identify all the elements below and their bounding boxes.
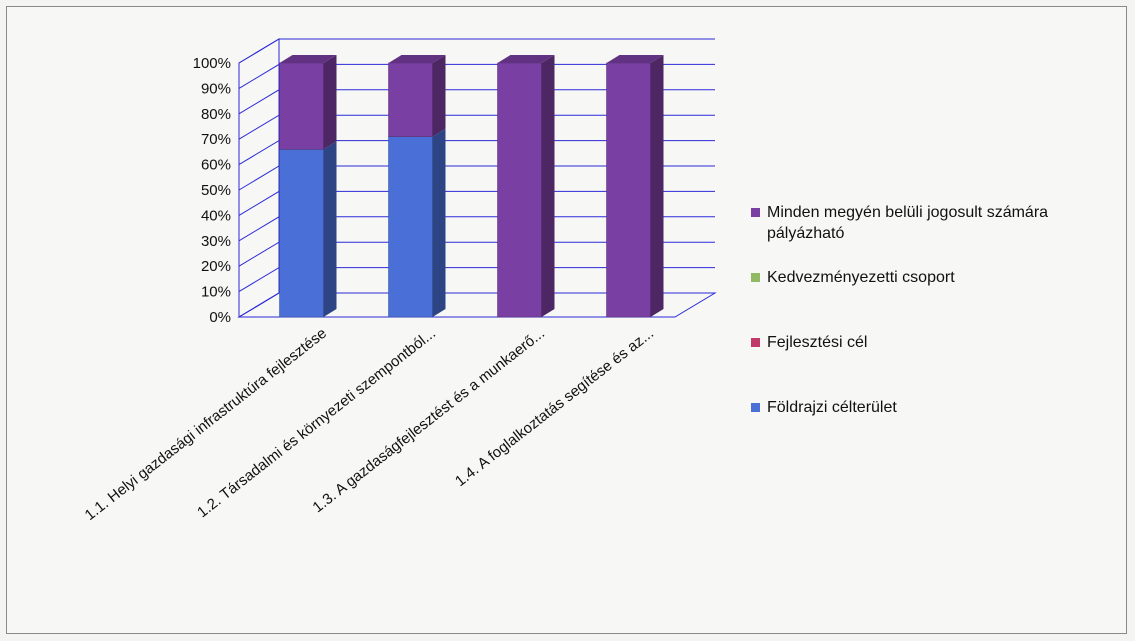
legend-swatch <box>751 208 760 217</box>
gridline <box>238 38 715 64</box>
legend-item: Minden megyén belüli jogosult számára pál… <box>751 204 1048 242</box>
y-tick-label: 40% <box>201 207 231 224</box>
bar-segment-side <box>323 55 337 150</box>
gridline <box>238 241 715 267</box>
legend-label: Földrajzi célterület <box>767 399 897 416</box>
legend-item: Földrajzi célterület <box>751 399 897 416</box>
category-label: 1.4. A foglalkoztatás segítése és az... <box>452 325 657 490</box>
bar-segment <box>388 62 433 137</box>
legend-swatch <box>751 338 760 347</box>
chart-svg: 0% 10% 20% 30% 40% 50% 60% 70% 80% 90% 100% 1.1. H… <box>82 38 1048 524</box>
legend-swatch <box>751 403 760 412</box>
bar-top <box>497 55 555 63</box>
gridline <box>238 63 715 89</box>
y-tick-label: 70% <box>201 131 231 148</box>
legend-item: Fejlesztési cél <box>751 334 867 351</box>
gridline <box>238 140 715 166</box>
legend-label: Fejlesztési cél <box>767 334 867 351</box>
bar-stack <box>497 55 555 318</box>
y-tick-label: 90% <box>201 80 231 97</box>
bar-stack <box>279 55 337 318</box>
bars <box>279 55 664 318</box>
legend: Minden megyén belüli jogosult számára pál… <box>751 204 1048 416</box>
y-tick-label: 80% <box>201 106 231 123</box>
bar-top <box>388 55 446 63</box>
legend-label: pályázható <box>767 225 844 242</box>
legend-swatch <box>751 273 760 282</box>
bar-top <box>279 55 337 63</box>
bar-stack <box>388 55 446 318</box>
bar-segment <box>279 62 324 150</box>
legend-item: Kedvezményezetti csoport <box>751 269 955 286</box>
y-tick-label: 0% <box>209 309 231 326</box>
bar-top <box>606 55 664 63</box>
gridline <box>238 267 715 293</box>
y-tick-label: 10% <box>201 284 231 301</box>
legend-label: Minden megyén belüli jogosult számára <box>767 204 1048 221</box>
y-tick-label: 60% <box>201 157 231 174</box>
gridline <box>238 292 715 318</box>
y-axis-ticks: 0% 10% 20% 30% 40% 50% 60% 70% 80% 90% 100% <box>193 55 231 326</box>
chart-walls <box>237 38 717 318</box>
y-tick-label: 20% <box>201 258 231 275</box>
y-tick-label: 100% <box>193 55 231 72</box>
y-tick-label: 50% <box>201 182 231 199</box>
bar-segment-side <box>541 55 555 317</box>
bar-segment-side <box>432 128 446 317</box>
gridline <box>238 89 715 115</box>
bar-segment <box>388 136 433 318</box>
bar-segment-side <box>650 55 664 317</box>
category-label: 1.3. A gazdaságfejlesztést és a munkaerő… <box>309 325 547 517</box>
bar-segment-side <box>432 55 446 137</box>
category-label: 1.2. Társadalmi és környezeti szempontbó… <box>194 325 439 521</box>
y-tick-label: 30% <box>201 233 231 250</box>
category-label: 1.1. Helyi gazdasági infrastruktúra fejl… <box>82 325 330 524</box>
gridline <box>238 190 715 216</box>
bar-segment <box>606 62 651 318</box>
chart-frame: 0% 10% 20% 30% 40% 50% 60% 70% 80% 90% 100% 1.1. H… <box>6 6 1127 634</box>
bar-stack <box>606 55 664 318</box>
gridline <box>238 165 715 191</box>
legend-label: Kedvezményezetti csoport <box>767 269 955 286</box>
bar-segment <box>497 62 542 318</box>
bar-segment-side <box>323 141 337 317</box>
bar-segment <box>279 149 324 318</box>
gridline <box>238 216 715 242</box>
category-labels: 1.1. Helyi gazdasági infrastruktúra fejl… <box>82 325 657 524</box>
gridline <box>238 114 715 140</box>
